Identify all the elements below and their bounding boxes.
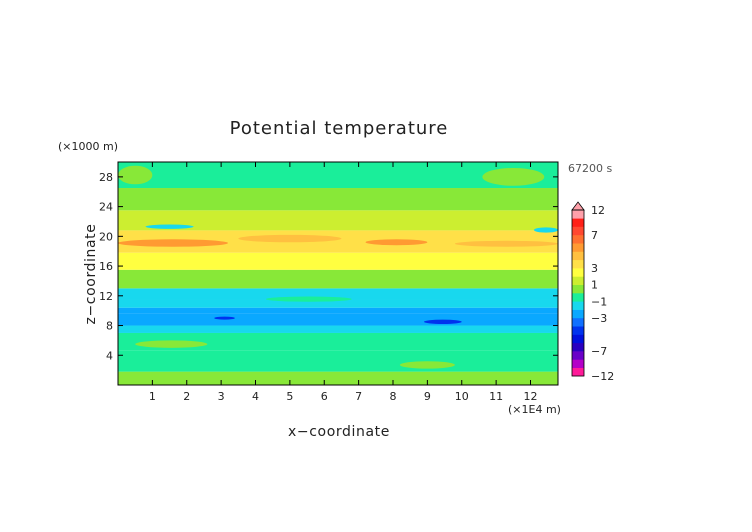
colorbar-swatch-5 (572, 326, 584, 335)
colorbar-label-5: −3 (591, 312, 607, 325)
y-tick-label-12: 12 (99, 290, 113, 303)
heatmap-patch-10 (265, 296, 352, 302)
heatmap-patch-8 (145, 224, 194, 229)
colorbar-swatch-15 (572, 243, 584, 252)
x-tick-label-6: 6 (321, 390, 328, 403)
heatmap-band-4 (118, 313, 558, 326)
heatmap-patch-12 (482, 167, 545, 186)
heatmap-band-7 (118, 288, 558, 300)
x-axis-label: x−coordinate (288, 424, 390, 440)
y-tick-label-24: 24 (99, 201, 113, 214)
colorbar-swatch-6 (572, 317, 584, 327)
colorbar-swatch-16 (572, 234, 584, 244)
colorbar-label-7: −12 (591, 370, 614, 383)
x-tick-label-12: 12 (524, 390, 538, 403)
heatmap-band-5 (118, 307, 558, 314)
colorbar-swatch-8 (572, 301, 584, 310)
y-axis-label: z−coordinate (83, 224, 99, 325)
heatmap-band-0 (118, 371, 558, 385)
heatmap-patch-9 (533, 227, 558, 233)
heatmap-band-10 (118, 230, 558, 253)
colorbar-swatch-3 (572, 342, 584, 352)
heatmap-band-8 (118, 269, 558, 289)
colorbar-legend: 12 7 3 1 −1 −3 −7 −12 (571, 201, 614, 383)
y-tick-label-20: 20 (99, 230, 113, 243)
colorbar-swatch-18 (572, 218, 584, 227)
colorbar-swatch-0 (572, 367, 584, 377)
colorbar-swatch-9 (572, 293, 584, 302)
heatmap-patch-0 (118, 239, 228, 247)
colorbar-overflow-triangle (571, 201, 585, 211)
heatmap-patch-11 (118, 165, 153, 185)
time-label: 67200 s (568, 162, 612, 175)
heatmap-band-3 (118, 325, 558, 333)
colorbar-swatch-14 (572, 251, 584, 261)
x-tick-label-3: 3 (218, 390, 225, 403)
colorbar-label-4: −1 (591, 295, 607, 308)
heatmap-patch-2 (454, 240, 558, 247)
colorbar-swatch-11 (572, 276, 584, 285)
x-tick-label-9: 9 (424, 390, 431, 403)
colorbar-swatch-13 (572, 259, 584, 269)
heatmap-patch-6 (214, 316, 235, 320)
x-tick-label-10: 10 (455, 390, 469, 403)
heatmap-band-9 (118, 252, 558, 270)
colorbar-label-2: 3 (591, 262, 598, 275)
colorbar-swatch-2 (572, 351, 584, 360)
colorbar-swatch-4 (572, 334, 584, 344)
y-unit-label: (×1000 m) (58, 140, 118, 153)
x-tick-label-11: 11 (489, 390, 503, 403)
heatmap-patch-1 (365, 239, 428, 246)
heatmap-band-6 (118, 299, 558, 308)
plot-frame (117, 161, 559, 386)
colorbar-swatch-17 (572, 226, 584, 236)
heatmap-band-2 (118, 332, 558, 351)
colorbar-label-3: 1 (591, 279, 598, 292)
x-axis-ticks: 1 2 3 4 5 6 7 8 9 10 11 12 (149, 162, 538, 403)
colorbar-label-0: 12 (591, 204, 605, 217)
colorbar-swatch-1 (572, 359, 584, 368)
x-tick-label-2: 2 (183, 390, 190, 403)
y-axis-ticks: 4 8 12 16 20 24 28 (99, 171, 558, 362)
heatmap-patch-3 (238, 234, 342, 243)
heatmap-band-1 (118, 350, 558, 372)
heatmap-band-12 (118, 188, 558, 211)
chart-title: Potential temperature (230, 118, 449, 139)
y-tick-label-4: 4 (106, 349, 113, 362)
y-tick-label-16: 16 (99, 260, 113, 273)
heatmap-patch-4 (255, 255, 325, 262)
x-tick-label-7: 7 (355, 390, 362, 403)
x-tick-label-8: 8 (390, 390, 397, 403)
colorbar-swatch-10 (572, 284, 584, 294)
x-unit-label: (×1E4 m) (508, 403, 561, 416)
colorbar-label-6: −7 (591, 345, 607, 358)
colorbar-frame (571, 209, 585, 377)
y-tick-label-28: 28 (99, 171, 113, 184)
colorbar-swatch-19 (572, 210, 584, 219)
y-tick-label-8: 8 (106, 320, 113, 333)
heatmap-plot-area (118, 162, 558, 385)
colorbar-swatch-7 (572, 309, 584, 319)
heatmap-patch-13 (399, 361, 455, 369)
colorbar-swatch-12 (572, 268, 584, 277)
colorbar-label-1: 7 (591, 229, 598, 242)
heatmap-patch-14 (135, 340, 208, 348)
heatmap-patch-5 (461, 255, 552, 264)
x-tick-label-1: 1 (149, 390, 156, 403)
x-tick-label-4: 4 (252, 390, 259, 403)
heatmap-band-11 (118, 210, 558, 231)
x-tick-label-5: 5 (286, 390, 293, 403)
heatmap-patch-7 (423, 319, 462, 325)
